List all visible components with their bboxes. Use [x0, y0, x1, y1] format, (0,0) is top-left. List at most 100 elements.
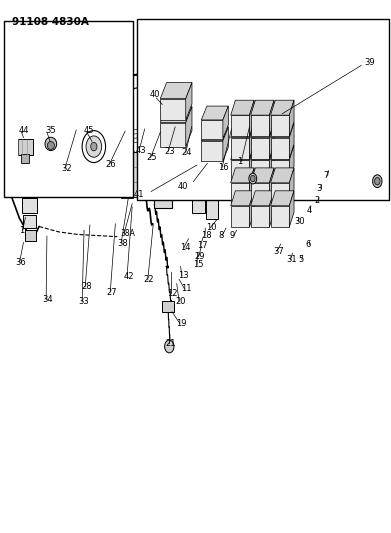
Circle shape — [368, 117, 375, 125]
Polygon shape — [271, 100, 294, 115]
Polygon shape — [186, 83, 192, 120]
Text: 16: 16 — [218, 163, 229, 172]
Text: 30: 30 — [294, 217, 305, 225]
Bar — [4, 21, 133, 197]
Bar — [121, 189, 133, 198]
Polygon shape — [231, 168, 254, 183]
Polygon shape — [251, 160, 269, 181]
Polygon shape — [201, 127, 228, 141]
Text: 22: 22 — [144, 276, 154, 284]
Text: 38A: 38A — [120, 230, 135, 238]
Polygon shape — [271, 191, 294, 206]
Bar — [109, 149, 123, 163]
Circle shape — [368, 136, 375, 145]
Polygon shape — [249, 168, 254, 204]
Bar — [162, 301, 174, 312]
Polygon shape — [271, 115, 289, 136]
Polygon shape — [251, 138, 269, 159]
Circle shape — [364, 97, 371, 106]
Circle shape — [86, 136, 102, 157]
Polygon shape — [201, 141, 223, 161]
Text: 37: 37 — [273, 247, 283, 255]
Text: 40: 40 — [177, 182, 188, 191]
Polygon shape — [231, 206, 249, 227]
Text: 10: 10 — [206, 223, 217, 232]
Ellipse shape — [47, 142, 54, 150]
Text: 25: 25 — [147, 154, 157, 162]
Polygon shape — [156, 160, 381, 181]
Circle shape — [364, 146, 371, 155]
Circle shape — [361, 86, 367, 95]
Polygon shape — [251, 206, 269, 227]
Text: 35: 35 — [45, 126, 56, 135]
Polygon shape — [269, 168, 274, 204]
Polygon shape — [160, 107, 192, 123]
Bar — [154, 168, 172, 208]
Text: 44: 44 — [19, 126, 29, 135]
Text: 45: 45 — [84, 126, 95, 135]
Text: 24: 24 — [182, 148, 192, 157]
Polygon shape — [289, 145, 294, 181]
Circle shape — [82, 131, 106, 163]
Text: 12: 12 — [167, 289, 178, 297]
Bar — [113, 177, 127, 188]
Polygon shape — [251, 183, 269, 204]
Text: 27: 27 — [106, 288, 117, 296]
Polygon shape — [231, 100, 254, 115]
Circle shape — [231, 156, 238, 166]
Bar — [192, 184, 205, 213]
Text: 1: 1 — [19, 226, 24, 235]
Text: 26: 26 — [106, 160, 116, 168]
Text: 5: 5 — [298, 255, 303, 264]
Text: 18: 18 — [201, 231, 212, 240]
Polygon shape — [269, 100, 274, 136]
Polygon shape — [231, 123, 254, 138]
Bar — [278, 139, 287, 160]
Text: 41: 41 — [133, 190, 144, 199]
Text: 17: 17 — [197, 241, 207, 249]
Bar — [22, 198, 37, 213]
Text: 4: 4 — [307, 206, 312, 214]
Bar — [21, 154, 29, 163]
Text: 2: 2 — [314, 197, 319, 205]
Text: 8: 8 — [218, 231, 224, 240]
Polygon shape — [186, 107, 192, 147]
Text: 15: 15 — [193, 261, 204, 269]
Polygon shape — [269, 145, 274, 181]
Polygon shape — [371, 160, 381, 192]
Ellipse shape — [45, 137, 57, 151]
Polygon shape — [160, 83, 192, 99]
Polygon shape — [231, 115, 249, 136]
Polygon shape — [289, 123, 294, 159]
Circle shape — [375, 177, 380, 185]
Polygon shape — [271, 145, 294, 160]
Polygon shape — [289, 100, 294, 136]
Text: 31: 31 — [287, 255, 297, 264]
Polygon shape — [289, 168, 294, 204]
Bar — [106, 164, 121, 176]
Text: 9: 9 — [230, 231, 235, 240]
Text: 20: 20 — [175, 297, 186, 306]
Polygon shape — [201, 120, 223, 139]
Bar — [287, 142, 295, 163]
Text: 34: 34 — [42, 295, 53, 304]
Text: 32: 32 — [61, 164, 72, 173]
Polygon shape — [249, 123, 254, 159]
Text: 6: 6 — [305, 240, 310, 248]
Polygon shape — [231, 160, 249, 181]
Polygon shape — [251, 123, 274, 138]
Bar — [18, 139, 33, 155]
Text: 42: 42 — [123, 272, 134, 280]
Text: 28: 28 — [81, 282, 92, 291]
Circle shape — [247, 168, 254, 178]
Circle shape — [364, 107, 371, 115]
Circle shape — [251, 175, 255, 182]
Polygon shape — [160, 99, 186, 120]
Circle shape — [165, 340, 174, 353]
Polygon shape — [251, 115, 269, 136]
Polygon shape — [160, 123, 186, 147]
Text: 1: 1 — [237, 157, 242, 166]
Polygon shape — [271, 183, 289, 204]
Polygon shape — [249, 100, 254, 136]
Text: 13: 13 — [178, 271, 188, 280]
